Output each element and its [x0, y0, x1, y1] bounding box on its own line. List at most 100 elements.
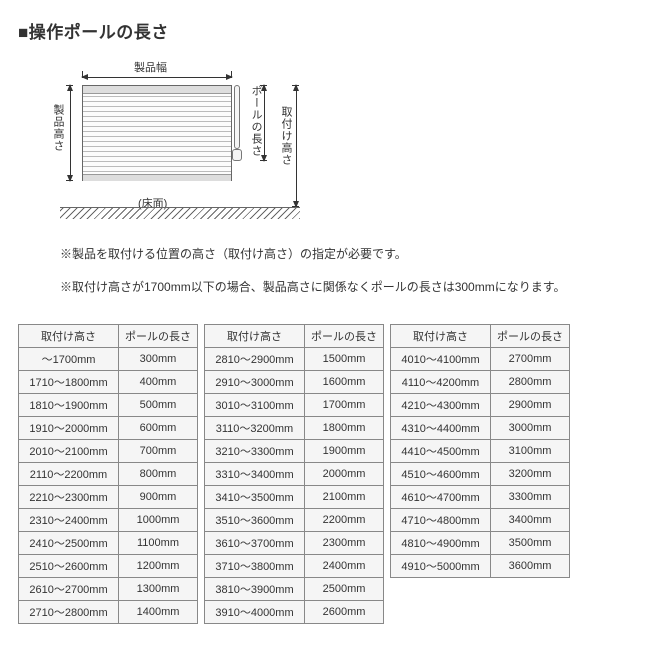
cell-pole-length: 2100mm [305, 486, 384, 509]
table-row: 2510〜2600mm1200mm [19, 555, 198, 578]
cell-pole-length: 500mm [119, 394, 198, 417]
cell-mount-height: 2610〜2700mm [19, 578, 119, 601]
cell-pole-length: 1300mm [119, 578, 198, 601]
cell-pole-length: 1900mm [305, 440, 384, 463]
cell-mount-height: 3710〜3800mm [205, 555, 305, 578]
table-row: 4210〜4300mm2900mm [391, 394, 570, 417]
cell-pole-length: 900mm [119, 486, 198, 509]
notes-block: ※製品を取付ける位置の高さ（取付け高さ）の指定が必要です。 ※取付け高さが170… [60, 245, 632, 296]
cell-mount-height: 4110〜4200mm [391, 371, 491, 394]
table-3: 取付け高さ ポールの長さ 4010〜4100mm2700mm4110〜4200m… [390, 324, 570, 578]
cell-pole-length: 1700mm [305, 394, 384, 417]
cell-mount-height: 2710〜2800mm [19, 601, 119, 624]
cell-mount-height: 1710〜1800mm [19, 371, 119, 394]
col-mount-height: 取付け高さ [19, 325, 119, 348]
table-row: 1910〜2000mm600mm [19, 417, 198, 440]
cell-pole-length: 2500mm [305, 578, 384, 601]
cell-mount-height: 4410〜4500mm [391, 440, 491, 463]
table-row: 4710〜4800mm3400mm [391, 509, 570, 532]
cell-mount-height: 1810〜1900mm [19, 394, 119, 417]
cell-mount-height: 4010〜4100mm [391, 348, 491, 371]
table-row: 4510〜4600mm3200mm [391, 463, 570, 486]
cell-mount-height: 2810〜2900mm [205, 348, 305, 371]
cell-pole-length: 1500mm [305, 348, 384, 371]
cell-mount-height: 〜1700mm [19, 348, 119, 371]
table-1: 取付け高さ ポールの長さ 〜1700mm300mm1710〜1800mm400m… [18, 324, 198, 624]
cell-pole-length: 3600mm [491, 555, 570, 578]
cell-mount-height: 3410〜3500mm [205, 486, 305, 509]
table-row: 3410〜3500mm2100mm [205, 486, 384, 509]
cell-pole-length: 700mm [119, 440, 198, 463]
section-title: ■操作ポールの長さ [18, 18, 632, 43]
cell-mount-height: 4710〜4800mm [391, 509, 491, 532]
pole-length-tables: 取付け高さ ポールの長さ 〜1700mm300mm1710〜1800mm400m… [18, 324, 632, 624]
cell-pole-length: 1600mm [305, 371, 384, 394]
cell-mount-height: 3310〜3400mm [205, 463, 305, 486]
note-1: ※製品を取付ける位置の高さ（取付け高さ）の指定が必要です。 [60, 245, 632, 264]
table-row: 〜1700mm300mm [19, 348, 198, 371]
cell-pole-length: 3500mm [491, 532, 570, 555]
cell-mount-height: 4810〜4900mm [391, 532, 491, 555]
cell-mount-height: 2910〜3000mm [205, 371, 305, 394]
cell-mount-height: 3010〜3100mm [205, 394, 305, 417]
pole-knob-icon [232, 149, 242, 161]
col-pole-length: ポールの長さ [491, 325, 570, 348]
table-row: 3810〜3900mm2500mm [205, 578, 384, 601]
table-2: 取付け高さ ポールの長さ 2810〜2900mm1500mm2910〜3000m… [204, 324, 384, 624]
cell-pole-length: 1100mm [119, 532, 198, 555]
arrow-width [82, 77, 232, 78]
cell-pole-length: 1800mm [305, 417, 384, 440]
cell-mount-height: 3210〜3300mm [205, 440, 305, 463]
cell-mount-height: 4610〜4700mm [391, 486, 491, 509]
table-row: 2010〜2100mm700mm [19, 440, 198, 463]
label-pole-length: ポールの長さ [248, 85, 264, 157]
cell-mount-height: 3510〜3600mm [205, 509, 305, 532]
table-row: 2110〜2200mm800mm [19, 463, 198, 486]
col-pole-length: ポールの長さ [305, 325, 384, 348]
cell-pole-length: 400mm [119, 371, 198, 394]
table-row: 3010〜3100mm1700mm [205, 394, 384, 417]
cell-mount-height: 2410〜2500mm [19, 532, 119, 555]
table-row: 3210〜3300mm1900mm [205, 440, 384, 463]
note-2: ※取付け高さが1700mm以下の場合、製品高さに関係なくポールの長さは300mm… [60, 278, 632, 297]
table-row: 3510〜3600mm2200mm [205, 509, 384, 532]
blind-diagram: 製品幅 製品高さ ポールの長さ 取付け高さ (床面) [48, 61, 308, 221]
cell-mount-height: 3110〜3200mm [205, 417, 305, 440]
table-row: 2210〜2300mm900mm [19, 486, 198, 509]
arrow-mount-height [296, 85, 297, 207]
table-row: 4410〜4500mm3100mm [391, 440, 570, 463]
cell-pole-length: 3100mm [491, 440, 570, 463]
cell-pole-length: 2600mm [305, 601, 384, 624]
arrow-product-height [70, 85, 71, 181]
cell-mount-height: 4210〜4300mm [391, 394, 491, 417]
cell-pole-length: 2300mm [305, 532, 384, 555]
table-row: 4610〜4700mm3300mm [391, 486, 570, 509]
cell-mount-height: 1910〜2000mm [19, 417, 119, 440]
cell-pole-length: 2400mm [305, 555, 384, 578]
table-row: 2610〜2700mm1300mm [19, 578, 198, 601]
cell-mount-height: 3910〜4000mm [205, 601, 305, 624]
cell-pole-length: 2200mm [305, 509, 384, 532]
floor-hatch-icon [60, 207, 300, 219]
cell-pole-length: 2900mm [491, 394, 570, 417]
col-mount-height: 取付け高さ [205, 325, 305, 348]
table-row: 4010〜4100mm2700mm [391, 348, 570, 371]
cell-pole-length: 3000mm [491, 417, 570, 440]
table-row: 3310〜3400mm2000mm [205, 463, 384, 486]
cell-pole-length: 800mm [119, 463, 198, 486]
cell-mount-height: 4910〜5000mm [391, 555, 491, 578]
table-row: 3910〜4000mm2600mm [205, 601, 384, 624]
arrow-pole-length [264, 85, 265, 161]
cell-mount-height: 2310〜2400mm [19, 509, 119, 532]
table-row: 4910〜5000mm3600mm [391, 555, 570, 578]
table-row: 2910〜3000mm1600mm [205, 371, 384, 394]
col-pole-length: ポールの長さ [119, 325, 198, 348]
cell-pole-length: 2800mm [491, 371, 570, 394]
cell-mount-height: 3610〜3700mm [205, 532, 305, 555]
table-row: 1810〜1900mm500mm [19, 394, 198, 417]
table-row: 2310〜2400mm1000mm [19, 509, 198, 532]
table-row: 4810〜4900mm3500mm [391, 532, 570, 555]
cell-pole-length: 3400mm [491, 509, 570, 532]
cell-pole-length: 1200mm [119, 555, 198, 578]
cell-pole-length: 600mm [119, 417, 198, 440]
